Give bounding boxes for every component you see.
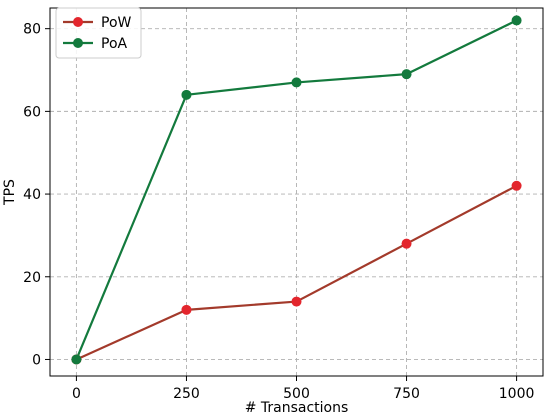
y-tick-label: 80 bbox=[23, 22, 41, 38]
axis-ticks: 0 250 500 750 1000 0 20 40 60 80 bbox=[23, 22, 534, 402]
y-tick-label: 60 bbox=[23, 104, 41, 120]
x-axis-label: # Transactions bbox=[245, 400, 349, 416]
y-tick-label: 20 bbox=[23, 270, 41, 286]
series-layer bbox=[71, 15, 522, 365]
legend-label-poa: PoA bbox=[101, 36, 128, 52]
data-point-poa bbox=[181, 89, 192, 100]
data-point-poa bbox=[291, 77, 302, 88]
legend-marker-poa bbox=[73, 38, 83, 48]
data-point-pow bbox=[291, 296, 302, 307]
legend-marker-pow bbox=[73, 17, 83, 27]
y-tick-label: 40 bbox=[23, 187, 41, 203]
data-point-poa bbox=[71, 354, 82, 365]
data-point-poa bbox=[511, 15, 522, 26]
y-axis-label: TPS bbox=[2, 179, 18, 206]
grid-lines bbox=[50, 8, 543, 376]
data-point-pow bbox=[401, 238, 412, 249]
x-tick-label: 250 bbox=[173, 386, 200, 402]
data-point-pow bbox=[511, 180, 522, 191]
y-tick-label: 0 bbox=[32, 352, 41, 368]
x-tick-label: 0 bbox=[72, 386, 81, 402]
x-tick-label: 750 bbox=[393, 386, 420, 402]
x-tick-label: 500 bbox=[283, 386, 310, 402]
data-point-pow bbox=[181, 304, 192, 315]
x-tick-label: 1000 bbox=[499, 386, 535, 402]
data-point-poa bbox=[401, 69, 412, 80]
legend-label-pow: PoW bbox=[101, 15, 132, 31]
legend: PoW PoA bbox=[55, 7, 142, 59]
